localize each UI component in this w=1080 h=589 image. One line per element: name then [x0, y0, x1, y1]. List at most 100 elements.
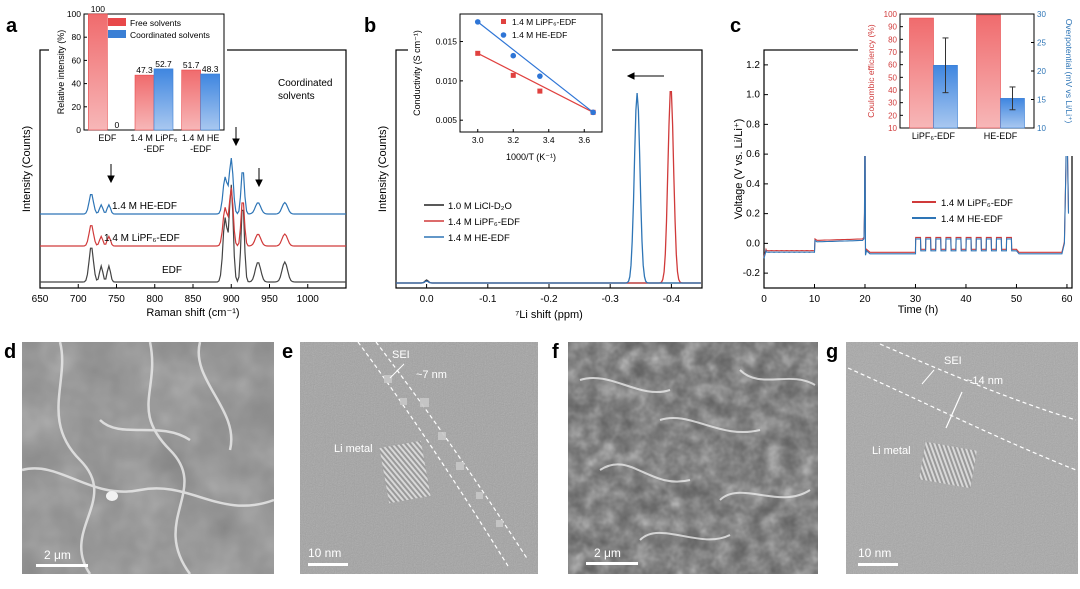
scale-bar-label: 10 nm — [308, 546, 341, 560]
y-tick-label: 0.6 — [746, 149, 760, 160]
y-tick-label: 50 — [888, 73, 897, 82]
scale-bar — [308, 563, 348, 566]
inset-background — [858, 6, 1076, 156]
bar-value-label: 100 — [91, 4, 105, 14]
inset-y-axis-label: Conductivity (S cm⁻¹) — [412, 30, 422, 116]
x-tick-label: 0 — [761, 294, 767, 305]
lattice-region — [379, 440, 431, 504]
legend: 1.4 M LiPF₆-EDF 1.4 M HE-EDF — [912, 198, 1013, 225]
annotation-line-1: Coordinated — [278, 78, 332, 89]
legend-swatch-free — [108, 18, 126, 26]
label-thickness: ~7 nm — [416, 369, 447, 381]
inset-ce-overpotential: Coulombic efficiency (%) Overpotential (… — [858, 6, 1076, 156]
y-tick-label: 100 — [884, 10, 898, 19]
panel-c-voltage-chart: Voltage (V vs. Li/Li⁺) Time (h) 0 10 20 30 4… — [733, 6, 1076, 316]
y-tick-label: 80 — [72, 32, 82, 42]
panel-label-b: b — [364, 15, 376, 37]
scale-bar — [586, 562, 638, 565]
bar-value-label: 51.7 — [183, 60, 200, 70]
category-label-line: 1.4 M HE — [182, 133, 220, 143]
panel-label-d: d — [4, 341, 16, 363]
sei-pointer — [921, 369, 935, 385]
fit-line — [477, 52, 594, 113]
y-tick-label: 30 — [888, 99, 897, 108]
sei-boundary-outer — [375, 341, 529, 561]
shift-arrow — [626, 72, 664, 80]
series-label-lipf6-edf: 1.4 M LiPF₆-EDF — [104, 233, 180, 244]
series-line-he-edf — [763, 64, 1070, 259]
x-tick-label: 3.2 — [507, 135, 519, 145]
data-point — [510, 52, 517, 59]
data-point — [537, 88, 543, 94]
inset-conductivity: Conductivity (S cm⁻¹) 1000/T (K⁻¹) 3.0 3.… — [408, 6, 612, 166]
x-tick-label: 700 — [70, 294, 87, 305]
x-tick-label: 50 — [1011, 294, 1023, 305]
y-tick-label: 0.2 — [746, 209, 760, 220]
legend-label-lipf6: 1.4 M LiPF₆-EDF — [941, 198, 1013, 209]
bar-coulombic-efficiency — [909, 17, 934, 129]
legend-label-he: 1.4 M HE-EDF — [448, 233, 510, 244]
y-tick-label: 20 — [888, 111, 897, 120]
legend-label-lipf6: 1.4 M LiPF₆-EDF — [448, 217, 520, 228]
panel-f-sem-image: 2 μm — [568, 342, 818, 574]
sei-boundary-outer — [879, 343, 1077, 421]
bar-free — [181, 69, 201, 131]
scale-bar — [36, 564, 88, 567]
category-label: HE-EDF — [984, 131, 1018, 141]
panel-e-tem-image: SEI ~7 nm Li metal 10 nm — [300, 341, 538, 574]
sem-texture — [22, 342, 274, 574]
scale-bar — [858, 563, 898, 566]
x-tick-label: 3.0 — [472, 135, 484, 145]
x-axis-label: Raman shift (cm⁻¹) — [146, 307, 239, 319]
y-tick-label: 0.8 — [746, 119, 760, 130]
bar-value-label: 0 — [114, 120, 119, 130]
y2-tick-label: 25 — [1037, 39, 1046, 48]
x-tick-label: 1000 — [297, 294, 320, 305]
y-tick-label: 1.0 — [746, 90, 760, 101]
y-tick-label: 0.005 — [436, 115, 458, 125]
y-tick-label: 0 — [76, 125, 81, 135]
x-tick-label: 750 — [108, 294, 125, 305]
data-point — [590, 109, 596, 116]
inset-y2-axis-label: Overpotential (mV vs Li/Li⁺) — [1064, 19, 1074, 124]
x-tick-label: 60 — [1061, 294, 1073, 305]
x-tick-label: 3.6 — [578, 135, 590, 145]
label-li-metal: Li metal — [872, 445, 911, 457]
series-label-edf: EDF — [162, 265, 182, 276]
inset-y-axis-label: Relative intensity (%) — [56, 30, 66, 115]
panel-label-a: a — [6, 15, 18, 37]
scale-bar-label: 2 μm — [44, 548, 71, 562]
y-tick-label: 90 — [888, 23, 897, 32]
x-tick-label: 900 — [223, 294, 240, 305]
bar-value-label: 52.7 — [155, 59, 172, 69]
data-point — [537, 73, 543, 79]
series-line-lipf6-edf — [40, 187, 346, 247]
x-tick-label: 0.0 — [420, 294, 434, 305]
y2-tick-label: 10 — [1037, 124, 1046, 133]
series-line-he-edf — [40, 158, 346, 215]
y-tick-label: 0.010 — [436, 76, 458, 86]
annotation-coordinated-solvents: Coordinated solvents — [278, 78, 335, 102]
x-tick-label: 40 — [960, 294, 972, 305]
y-tick-label: 1.2 — [746, 60, 760, 71]
panel-g-tem-image: SEI ~14 nm Li metal 10 nm — [846, 342, 1078, 574]
legend-label-he: 1.4 M HE-EDF — [512, 30, 567, 40]
legend-swatch-coordinated — [108, 30, 126, 38]
legend: 1.0 M LiCl-D₂O 1.4 M LiPF₆-EDF 1.4 M HE-… — [424, 201, 520, 244]
y2-tick-label: 20 — [1037, 67, 1046, 76]
x-tick-label: 3.4 — [543, 135, 555, 145]
panel-label-f: f — [552, 341, 559, 363]
y-tick-label: 60 — [888, 61, 897, 70]
bar-coordinated — [200, 73, 220, 131]
data-point — [510, 72, 516, 78]
x-tick-label: 800 — [146, 294, 163, 305]
inset-frame — [459, 13, 603, 133]
particle — [106, 491, 118, 501]
x-tick-label: 650 — [32, 294, 49, 305]
y2-tick-label: 30 — [1037, 10, 1046, 19]
legend-label-he: 1.4 M HE-EDF — [941, 214, 1003, 225]
y-tick-label: 60 — [72, 55, 82, 65]
category-label: EDF — [98, 133, 117, 143]
category-label: LiPF₆-EDF — [912, 131, 956, 141]
inset-y-axis-label: Coulombic efficiency (%) — [866, 24, 876, 118]
